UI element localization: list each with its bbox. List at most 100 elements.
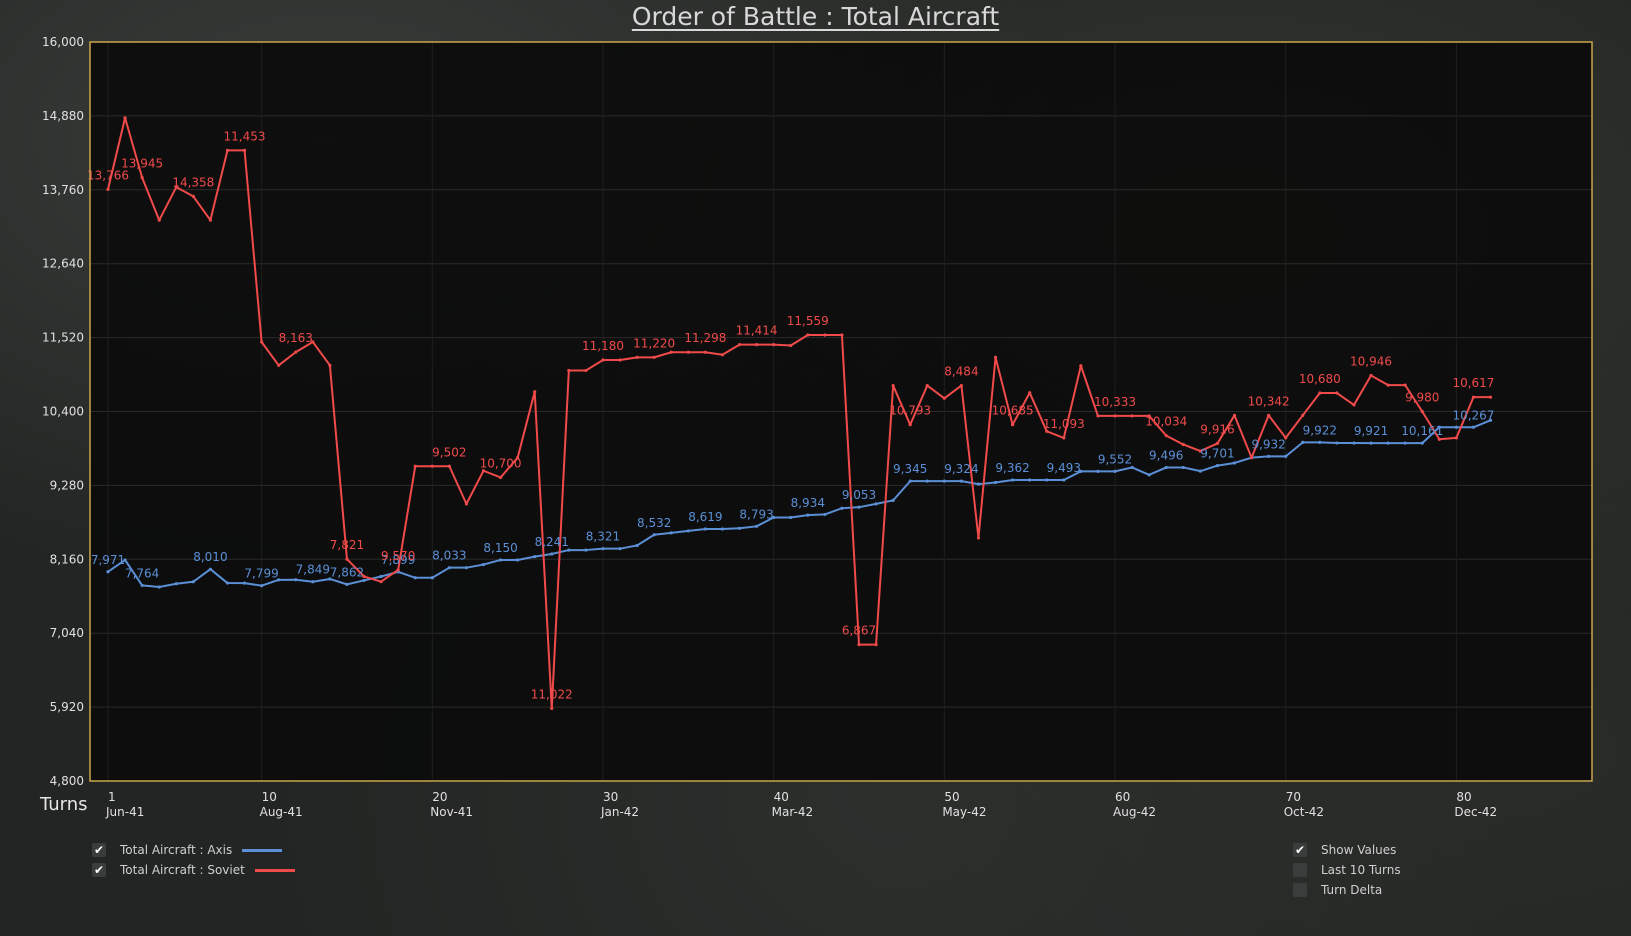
option-turn-delta[interactable]: Turn Delta <box>1293 880 1401 900</box>
axis-point <box>635 543 639 548</box>
axis-point <box>1198 469 1202 473</box>
axis-point <box>1318 440 1322 444</box>
axis-value-label: 7,764 <box>125 566 159 580</box>
legend-item-soviet[interactable]: ✔ Total Aircraft : Soviet <box>92 860 295 880</box>
axis-series-line <box>107 419 1491 589</box>
soviet-point <box>294 350 298 354</box>
y-tick-label: 7,040 <box>50 626 84 640</box>
soviet-point <box>1301 413 1305 417</box>
legend-swatch-axis <box>242 848 283 852</box>
checkbox-soviet[interactable]: ✔ <box>92 863 106 877</box>
x-tick-date: Aug-42 <box>1113 805 1156 819</box>
chart-title: Order of Battle : Total Aircraft <box>631 2 1000 31</box>
axis-value-label: 9,552 <box>1098 452 1132 466</box>
axis-point <box>1369 441 1373 445</box>
soviet-point <box>396 568 400 572</box>
soviet-point <box>516 456 520 460</box>
axis-point <box>1147 473 1151 477</box>
axis-point <box>1011 478 1015 482</box>
axis-value-label: 7,849 <box>296 563 330 577</box>
option-show-values[interactable]: ✔ Show Values <box>1293 840 1401 860</box>
soviet-point <box>1386 383 1390 387</box>
axis-point <box>908 479 912 483</box>
soviet-point <box>106 187 110 192</box>
axis-point <box>891 498 895 502</box>
axis-point <box>1181 465 1185 470</box>
axis-point <box>123 558 127 562</box>
soviet-point <box>1181 442 1185 447</box>
axis-point <box>1437 425 1441 429</box>
axis-point <box>772 515 776 520</box>
soviet-point <box>345 557 349 561</box>
x-tick-date: Jun-41 <box>105 805 144 819</box>
axis-point <box>823 512 827 517</box>
axis-value-label: 8,793 <box>739 507 773 521</box>
axis-point <box>447 566 451 570</box>
y-tick-label: 10,400 <box>42 405 84 419</box>
plot-frame <box>89 41 1593 782</box>
soviet-value-label: 10,342 <box>1248 394 1290 408</box>
option-last-10-turns[interactable]: Last 10 Turns <box>1293 860 1401 880</box>
axis-value-label: 8,033 <box>432 549 466 563</box>
soviet-point <box>1335 391 1339 395</box>
checkbox-axis[interactable]: ✔ <box>92 843 106 857</box>
axis-point <box>976 482 981 486</box>
axis-value-label: 8,532 <box>637 516 671 530</box>
x-tick-date: May-42 <box>942 805 986 819</box>
soviet-point <box>806 333 810 337</box>
soviet-point <box>157 218 161 222</box>
soviet-value-label: 9,980 <box>1405 391 1439 405</box>
soviet-value-label: 14,358 <box>172 175 214 189</box>
soviet-value-label: 10,793 <box>889 404 931 418</box>
axis-point <box>1079 469 1083 473</box>
soviet-point <box>1096 414 1100 418</box>
axis-value-label: 9,701 <box>1200 447 1234 461</box>
soviet-point <box>1403 383 1407 387</box>
soviet-point <box>1318 391 1322 395</box>
checkbox-show-values[interactable]: ✔ <box>1293 843 1307 857</box>
soviet-value-label: 10,034 <box>1145 415 1187 429</box>
axis-point <box>345 582 349 586</box>
soviet-point <box>1420 409 1424 414</box>
soviet-point <box>754 342 759 347</box>
y-tick-label: 9,280 <box>50 478 84 492</box>
axis-value-label: 9,493 <box>1047 461 1081 475</box>
axis-point <box>311 580 315 584</box>
checkbox-turn-delta[interactable] <box>1293 883 1307 897</box>
soviet-point <box>1369 373 1373 378</box>
soviet-point <box>362 574 366 579</box>
soviet-point <box>635 355 639 359</box>
soviet-point <box>311 340 315 344</box>
legend-item-axis[interactable]: ✔ Total Aircraft : Axis <box>92 840 295 860</box>
axis-point <box>1301 440 1305 444</box>
soviet-point <box>1352 403 1356 407</box>
soviet-point <box>789 343 793 348</box>
axis-point <box>652 533 656 537</box>
soviet-point <box>328 363 332 367</box>
soviet-point <box>908 423 912 427</box>
x-tick-label: 50 <box>944 790 959 804</box>
soviet-point <box>1267 413 1271 417</box>
soviet-value-label: 7,821 <box>330 538 364 552</box>
x-tick-label: 30 <box>603 790 618 804</box>
soviet-point <box>737 342 742 347</box>
axis-value-label: 10,267 <box>1452 408 1494 422</box>
soviet-point <box>225 148 230 152</box>
soviet-point <box>1249 456 1254 460</box>
axis-value-label: 7,971 <box>91 553 125 567</box>
checkbox-last-10-turns[interactable] <box>1293 863 1307 877</box>
legend-label-axis: Total Aircraft : Axis <box>120 843 233 857</box>
axis-point <box>806 513 810 517</box>
soviet-point <box>1232 413 1237 417</box>
axis-point <box>601 547 605 551</box>
axis-point <box>1488 418 1493 422</box>
x-tick-date: Nov-41 <box>430 805 473 819</box>
axis-value-label: 9,053 <box>842 488 876 502</box>
soviet-point <box>925 383 929 388</box>
axis-point <box>174 582 178 586</box>
option-label-turn-delta: Turn Delta <box>1321 883 1383 897</box>
soviet-value-label: 8,163 <box>279 331 313 345</box>
soviet-value-label: 11,453 <box>224 129 266 143</box>
